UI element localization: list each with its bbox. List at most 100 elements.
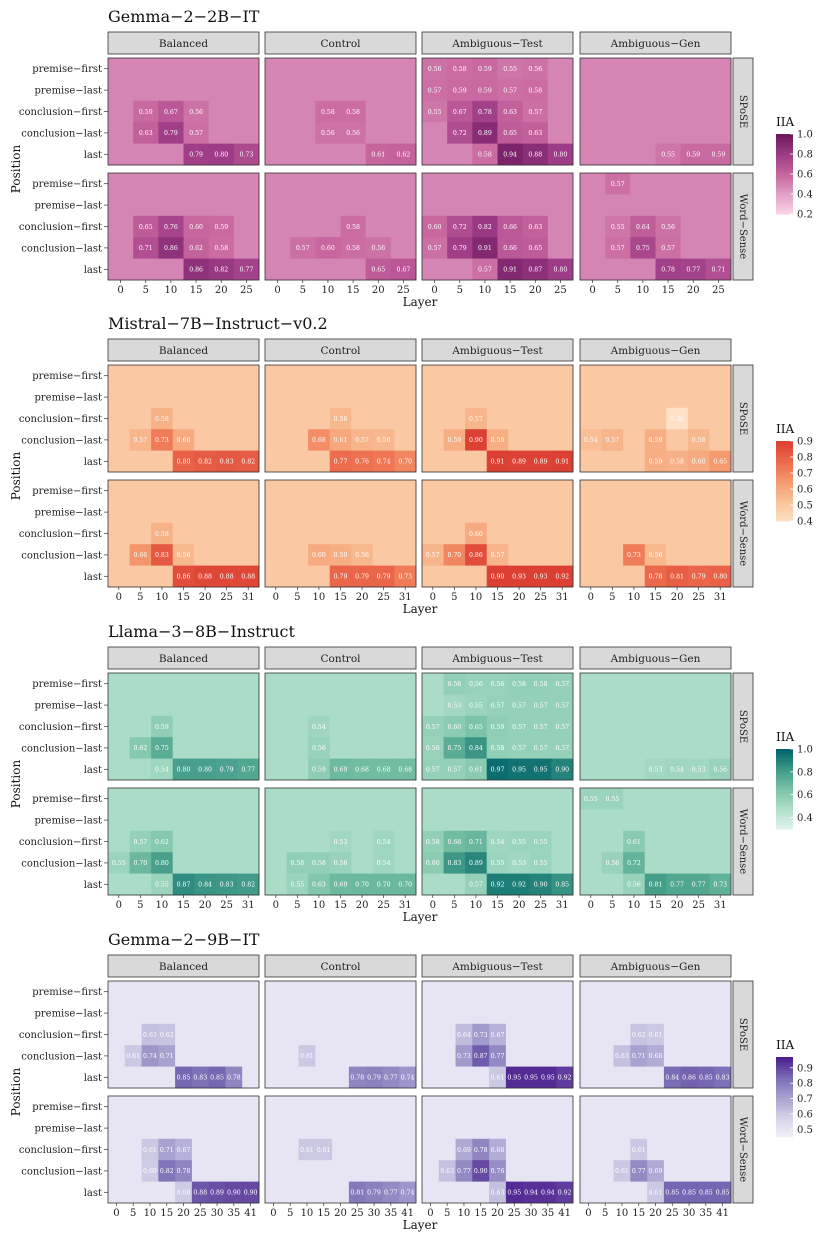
- legend-color-step: [776, 509, 793, 512]
- legend-color-step: [776, 1081, 793, 1084]
- facet-strip-row: [732, 479, 754, 588]
- heatmap-cell: [601, 480, 624, 502]
- heatmap-cell: [265, 758, 287, 781]
- cell-value-label: 0.89: [478, 130, 492, 137]
- heatmap-cell: [351, 694, 374, 717]
- cell-value-label: 0.85: [682, 1190, 696, 1197]
- cell-value-label: 0.59: [334, 552, 348, 559]
- heatmap-cell: [666, 501, 689, 524]
- cell-value-label: 0.61: [469, 767, 483, 774]
- heatmap-cell: [372, 852, 395, 874]
- heatmap-cell: [372, 830, 395, 853]
- cell-value-label: 0.79: [377, 574, 391, 581]
- heatmap-cell: [663, 1023, 682, 1046]
- heatmap-cell: [382, 1045, 400, 1067]
- heatmap-cell: [465, 830, 488, 853]
- legend-color-step: [776, 192, 793, 195]
- heatmap-cell: [580, 407, 602, 430]
- heatmap-cell: [394, 522, 417, 545]
- cell-value-label: 0.55: [112, 860, 126, 867]
- heatmap-cell: [422, 758, 444, 781]
- cell-value-label: 0.61: [627, 839, 641, 846]
- heatmap-cell: [580, 1138, 598, 1161]
- heatmap-cell: [551, 365, 574, 387]
- legend-title: IIA: [776, 1038, 794, 1052]
- heatmap-cell: [208, 1117, 226, 1140]
- cell-value-label: 0.77: [384, 1075, 398, 1082]
- cell-value-label: 0.57: [189, 130, 203, 137]
- facet-strip-row: [732, 980, 754, 1089]
- heatmap-cell: [422, 694, 444, 717]
- cell-value-label: 0.57: [426, 767, 440, 774]
- heatmap-cell: [472, 1002, 490, 1025]
- x-tick-label: 25: [194, 1208, 207, 1219]
- heatmap-cell: [151, 852, 174, 874]
- legend-color-step: [776, 497, 793, 500]
- heatmap-cell: [129, 830, 152, 853]
- heatmap-cell: [529, 565, 552, 588]
- heatmap-cell: [315, 1002, 333, 1025]
- heatmap-cell: [714, 1160, 732, 1182]
- heatmap-cell: [372, 873, 395, 896]
- legend-color-step: [776, 755, 793, 758]
- cell-value-label: 0.58: [346, 109, 360, 116]
- heatmap-cell: [472, 1160, 490, 1182]
- legend-color-step: [776, 457, 793, 460]
- heatmap-cell: [709, 715, 732, 738]
- cell-value-label: 0.88: [220, 574, 234, 581]
- heatmap-cell: [455, 1160, 473, 1182]
- heatmap-cell: [465, 480, 488, 502]
- heatmap-cell: [644, 852, 667, 874]
- heatmap-cell: [233, 194, 260, 217]
- heatmap-cell: [709, 565, 732, 588]
- heatmap-cell: [580, 737, 602, 759]
- cell-value-label: 0.57: [611, 245, 625, 252]
- heatmap-cell: [623, 407, 646, 430]
- heatmap-cell: [237, 565, 260, 588]
- legend-color-step: [776, 176, 793, 179]
- heatmap-cell: [697, 1002, 715, 1025]
- heatmap-cell: [623, 830, 646, 853]
- cell-value-label: 0.57: [512, 745, 526, 752]
- heatmap-cell: [486, 501, 509, 524]
- heatmap-cell: [443, 544, 466, 566]
- heatmap-cell: [315, 100, 341, 123]
- cell-value-label: 0.90: [227, 1190, 241, 1197]
- cell-value-label: 0.63: [615, 1053, 629, 1060]
- heatmap-cell: [630, 1160, 648, 1182]
- cell-value-label: 0.57: [491, 552, 505, 559]
- heatmap-cell: [697, 1096, 715, 1118]
- heatmap-cell: [158, 1066, 176, 1089]
- heatmap-cell: [265, 365, 287, 387]
- cell-value-label: 0.84: [469, 745, 483, 752]
- heatmap-cell: [472, 58, 498, 80]
- heatmap-cell: [438, 1023, 456, 1046]
- cell-value-label: 0.88: [198, 574, 212, 581]
- heatmap-cell: [505, 1160, 524, 1182]
- heatmap-cell: [237, 522, 260, 545]
- facet-strip-column: [421, 31, 574, 55]
- legend-color-step: [776, 152, 793, 155]
- heatmap-cell: [443, 522, 466, 545]
- heatmap-cell: [237, 365, 260, 387]
- heatmap-cell: [265, 429, 287, 451]
- x-tick-label: 0: [113, 1208, 119, 1219]
- heatmap-cell: [129, 407, 152, 430]
- heatmap-cell: [687, 788, 710, 810]
- x-axis-title: Layer: [403, 602, 438, 616]
- heatmap-cell: [208, 1160, 226, 1182]
- heatmap-cell: [580, 788, 602, 810]
- heatmap-cell: [666, 809, 689, 832]
- cell-value-label: 0.59: [447, 437, 461, 444]
- heatmap-cell: [141, 981, 159, 1003]
- x-tick-label: 25: [534, 900, 547, 911]
- x-tick-label: 5: [615, 285, 621, 296]
- heatmap-cell: [394, 480, 417, 502]
- heatmap-cell: [329, 450, 352, 473]
- heatmap-cell: [151, 522, 174, 545]
- heatmap-cell: [601, 852, 624, 874]
- heatmap-cell: [329, 694, 352, 717]
- x-tick-label: 10: [313, 592, 326, 603]
- heatmap-cell: [422, 143, 448, 166]
- heatmap-cell: [539, 1045, 557, 1067]
